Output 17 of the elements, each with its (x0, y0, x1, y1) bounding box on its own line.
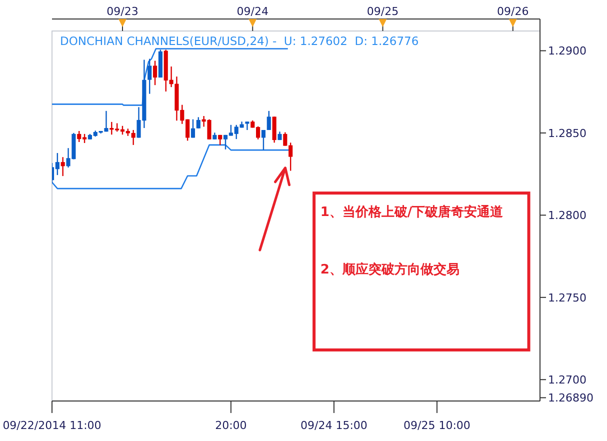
x-tick-label: 20:00 (215, 419, 247, 432)
y-tick-label: 1.2750 (548, 291, 586, 304)
x2-tick-label: 09/25 (366, 5, 399, 18)
annotation: 2、顺应突破方向做交易 (320, 261, 460, 278)
y-tick-label: 1.2850 (548, 126, 586, 140)
x-tick-label: 09/25 10:00 (404, 419, 470, 432)
annotation: 1、当价格上破/下破唐奇安通道 (320, 204, 504, 220)
x-tick-label: 09/24 15:00 (300, 419, 368, 432)
y-tick-label: 1.26890 (548, 392, 594, 405)
y-tick-label: 1.2900 (548, 44, 586, 58)
x2-tick-label: 09/26 (497, 5, 529, 18)
y-tick-label: 1.2700 (548, 374, 586, 387)
y-tick-label: 1.2800 (548, 209, 586, 222)
x2-tick-label: 09/24 (236, 5, 268, 18)
chart-subtitle: DONCHIAN CHANNELS(EUR/USD,24) - U: 1.27602 D: 1.26776 (60, 34, 419, 48)
x2-tick-label: 09/23 (106, 5, 138, 18)
x-tick-label: 09/22/2014 11:00 (2, 419, 102, 432)
